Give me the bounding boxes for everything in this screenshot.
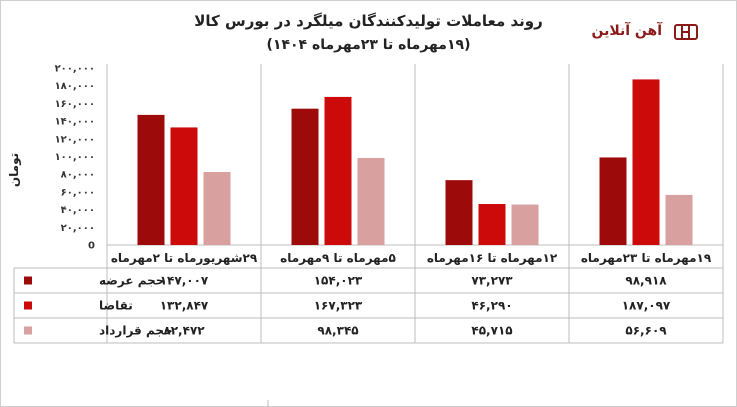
- data-label: ۱۶۷,۳۲۳: [314, 299, 363, 313]
- bar: [445, 180, 473, 245]
- bar: [137, 114, 165, 245]
- legend-entry: تقاضا: [99, 299, 133, 313]
- data-label: ۱۵۴,۰۲۳: [314, 274, 363, 288]
- y-tick-label: ۴۰,۰۰۰: [61, 205, 95, 216]
- data-label: ۷۳,۲۷۳: [471, 274, 513, 288]
- x-tick-label: ۱۹مهرماه تا ۲۳مهرماه: [581, 251, 712, 265]
- legend-swatch: [24, 326, 32, 335]
- legend-entry: حجم عرضه: [99, 274, 164, 288]
- data-label: ۸۲,۴۷۲: [163, 324, 205, 338]
- bar: [203, 172, 231, 245]
- legend-entry: حجم قرارداد: [99, 324, 173, 338]
- x-tick-label: ۲۹شهریورماه تا ۲مهرماه: [111, 251, 258, 266]
- y-tick-label: ۲۰۰,۰۰۰: [55, 64, 95, 75]
- bar: [291, 108, 319, 246]
- y-tick-label: ۱۶۰,۰۰۰: [55, 99, 95, 110]
- data-label: ۵۶,۶۰۹: [625, 324, 667, 338]
- bar: [599, 157, 627, 245]
- data-label: ۹۸,۹۱۸: [625, 274, 667, 288]
- bar: [511, 204, 539, 245]
- data-label: ۱۸۷,۰۹۷: [622, 299, 671, 313]
- y-tick-label: ۱۴۰,۰۰۰: [55, 117, 95, 128]
- data-label: ۴۵,۷۱۵: [471, 324, 512, 338]
- bar: [170, 127, 198, 245]
- chart-subtitle: (۱۹مهرماه تا ۲۳مهرماه ۱۴۰۴): [266, 37, 471, 53]
- y-tick-label: ۲۰,۰۰۰: [61, 223, 95, 234]
- data-label: ۴۶,۲۹۰: [471, 299, 512, 313]
- x-tick-label: ۱۲مهرماه تا ۱۶مهرماه: [427, 251, 558, 265]
- bar: [632, 79, 660, 245]
- legend-swatch: [24, 301, 32, 310]
- data-label: ۹۸,۳۴۵: [317, 324, 358, 338]
- brand-logo-icon: [674, 24, 698, 40]
- bar: [324, 96, 352, 245]
- legend-swatch: [24, 276, 32, 285]
- data-label: ۱۳۲,۸۴۷: [160, 299, 209, 313]
- x-tick-label: ۵مهرماه تا ۹مهرماه: [280, 251, 396, 265]
- chart-title: روند معاملات تولیدکنندگان میلگرد در بورس…: [194, 12, 543, 30]
- y-tick-label: ۶۰,۰۰۰: [61, 187, 95, 198]
- bar: [478, 204, 506, 245]
- bar: [665, 194, 693, 245]
- y-tick-label: ۱۰۰,۰۰۰: [55, 152, 95, 163]
- y-tick-label: ۸۰,۰۰۰: [61, 170, 95, 181]
- data-label: ۱۴۷,۰۰۷: [160, 274, 209, 288]
- y-tick-label: 0: [88, 241, 95, 252]
- y-tick-label: ۱۸۰,۰۰۰: [55, 81, 95, 92]
- bar: [357, 157, 385, 245]
- y-tick-label: ۱۲۰,۰۰۰: [55, 134, 95, 145]
- brand-logo: آهن آنلاین: [582, 20, 702, 46]
- brand-logo-text: آهن آنلاین: [591, 23, 662, 39]
